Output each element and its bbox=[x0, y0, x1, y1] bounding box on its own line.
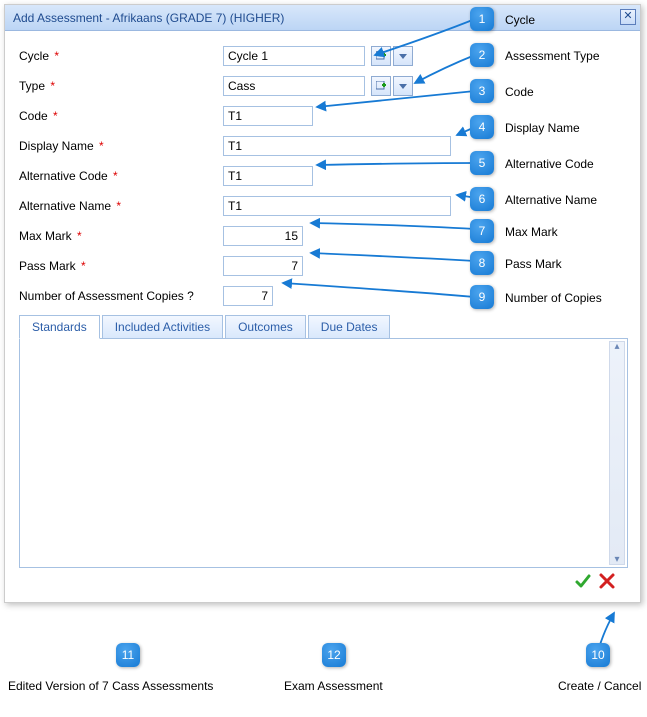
max-mark-input[interactable] bbox=[223, 226, 303, 246]
row-alt-name: Alternative Name * bbox=[19, 193, 628, 219]
label-alt-name: Alternative Name * bbox=[19, 199, 223, 213]
cycle-dropdown-button[interactable] bbox=[393, 46, 413, 66]
label-pass-mark: Pass Mark * bbox=[19, 259, 223, 273]
label-max-mark: Max Mark * bbox=[19, 229, 223, 243]
tab-standards[interactable]: Standards bbox=[19, 315, 100, 339]
row-cycle: Cycle * bbox=[19, 43, 628, 69]
type-dropdown-button[interactable] bbox=[393, 76, 413, 96]
cycle-input[interactable] bbox=[223, 46, 365, 66]
dialog-close-button[interactable]: ✕ bbox=[620, 9, 636, 25]
dialog-title-bar: Add Assessment - Afrikaans (GRADE 7) (HI… bbox=[5, 5, 640, 31]
tab-body-scrollbar[interactable] bbox=[609, 341, 625, 565]
form: Cycle * Type * Code * bbox=[5, 31, 640, 602]
dialog-title: Add Assessment - Afrikaans (GRADE 7) (HI… bbox=[13, 11, 284, 25]
dialog-footer bbox=[19, 568, 628, 596]
tab-outcomes[interactable]: Outcomes bbox=[225, 315, 306, 339]
type-add-button[interactable] bbox=[371, 76, 391, 96]
tab-body bbox=[19, 338, 628, 568]
alt-code-input[interactable] bbox=[223, 166, 313, 186]
row-copies: Number of Assessment Copies ? bbox=[19, 283, 628, 309]
tabs: Standards Included Activities Outcomes D… bbox=[19, 315, 628, 339]
create-button[interactable] bbox=[574, 572, 592, 593]
row-max-mark: Max Mark * bbox=[19, 223, 628, 249]
cycle-add-button[interactable] bbox=[371, 46, 391, 66]
combo-type bbox=[223, 76, 413, 96]
label-copies: Number of Assessment Copies ? bbox=[19, 289, 223, 303]
bottom-callouts: 10 Create / Cancel 11 Edited Version of … bbox=[4, 643, 643, 713]
row-display-name: Display Name * bbox=[19, 133, 628, 159]
tab-due-dates[interactable]: Due Dates bbox=[308, 315, 391, 339]
bottom-arrows bbox=[4, 611, 644, 691]
cancel-button[interactable] bbox=[598, 572, 616, 593]
label-code: Code * bbox=[19, 109, 223, 123]
add-assessment-dialog: Add Assessment - Afrikaans (GRADE 7) (HI… bbox=[4, 4, 641, 603]
label-type: Type * bbox=[19, 79, 223, 93]
type-input[interactable] bbox=[223, 76, 365, 96]
code-input[interactable] bbox=[223, 106, 313, 126]
label-alt-code: Alternative Code * bbox=[19, 169, 223, 183]
label-cycle: Cycle * bbox=[19, 49, 223, 63]
row-alt-code: Alternative Code * bbox=[19, 163, 628, 189]
copies-input[interactable] bbox=[223, 286, 273, 306]
display-name-input[interactable] bbox=[223, 136, 451, 156]
label-display-name: Display Name * bbox=[19, 139, 223, 153]
row-code: Code * bbox=[19, 103, 628, 129]
row-pass-mark: Pass Mark * bbox=[19, 253, 628, 279]
alt-name-input[interactable] bbox=[223, 196, 451, 216]
tab-included[interactable]: Included Activities bbox=[102, 315, 223, 339]
pass-mark-input[interactable] bbox=[223, 256, 303, 276]
row-type: Type * bbox=[19, 73, 628, 99]
combo-cycle bbox=[223, 46, 413, 66]
